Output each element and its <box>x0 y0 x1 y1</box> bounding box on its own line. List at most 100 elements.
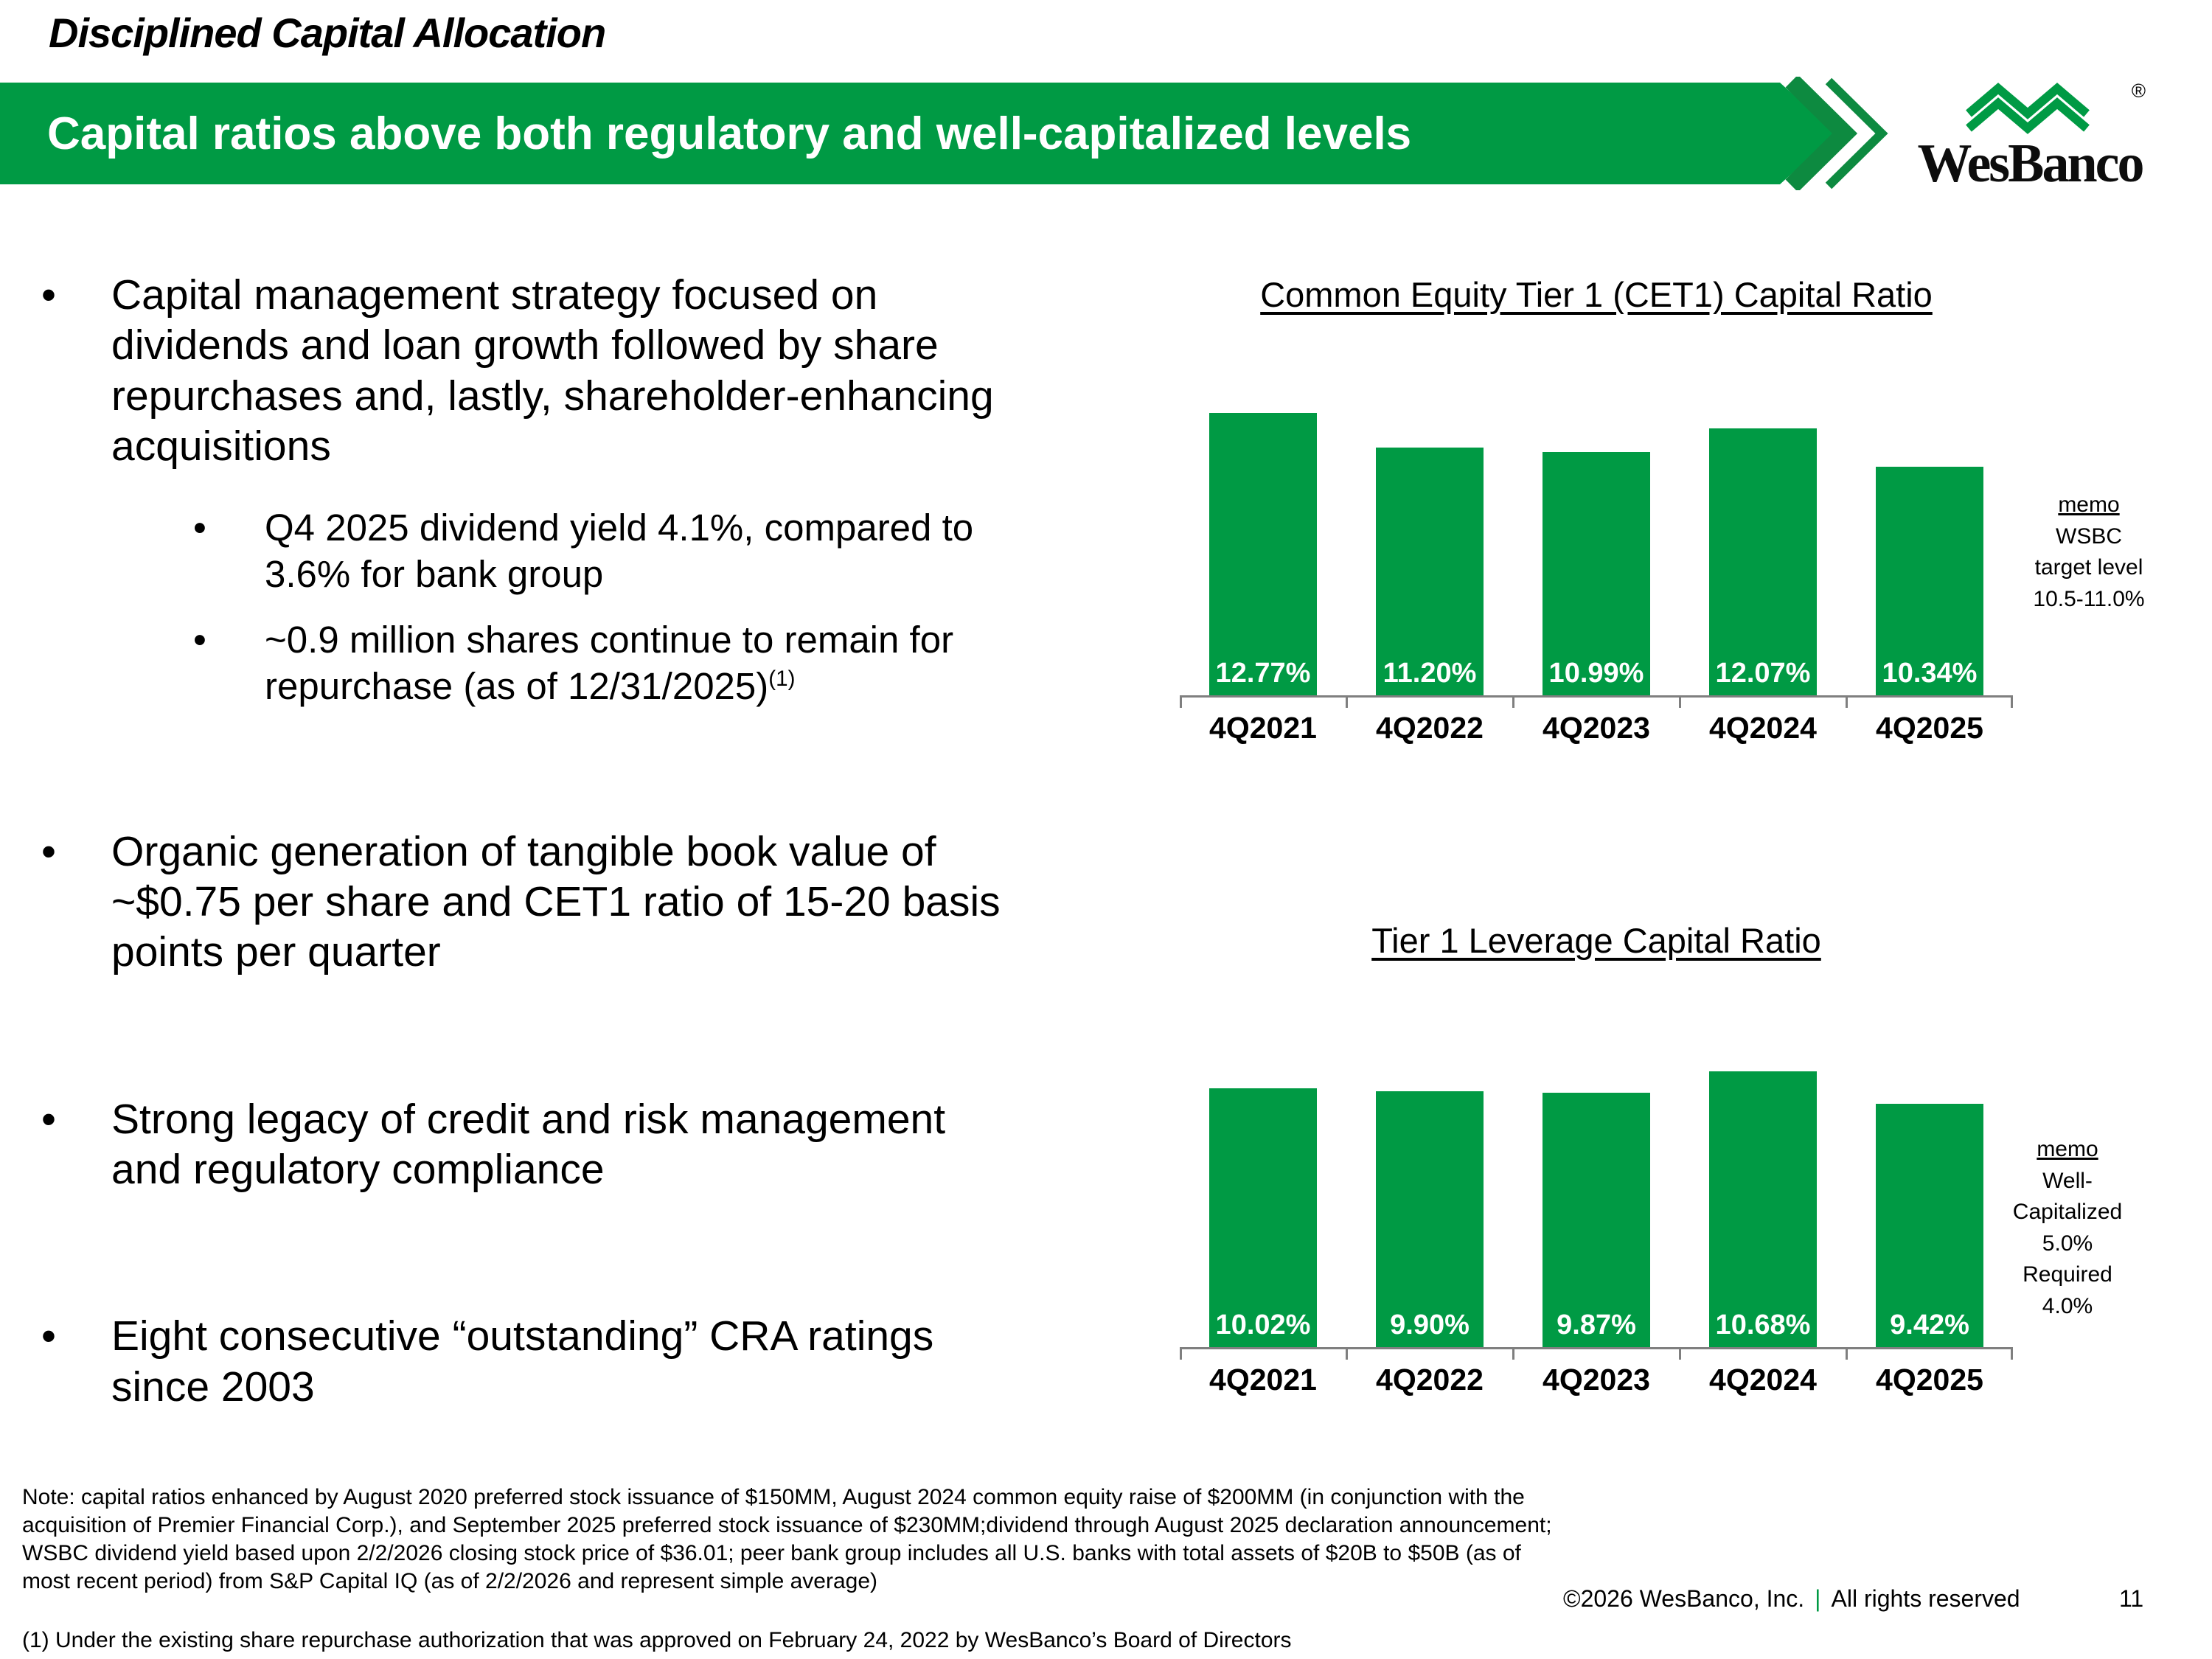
axis-tick <box>1846 1349 1848 1360</box>
page-number: 11 <box>2119 1585 2144 1612</box>
x-axis-ticks <box>1180 698 2013 708</box>
bullet-text: Eight consecutive “outstanding” CRA rati… <box>111 1312 934 1411</box>
sub-bullet-marker: • <box>193 506 206 549</box>
x-axis-labels: 4Q2021 4Q2022 4Q2023 4Q2024 4Q2025 <box>1180 1363 2013 1397</box>
leverage-memo-annotation: memo Well- Capitalized 5.0% Required 4.0% <box>1985 1134 2150 1323</box>
chart-plot-area: 10.02% 9.90% 9.87% 10.68% 9.42% <box>1180 1037 2013 1349</box>
axis-tick <box>1346 698 1348 708</box>
bar-value-label: 10.68% <box>1715 1310 1811 1340</box>
copyright-text: ©2026 WesBanco, Inc. <box>1563 1585 1805 1612</box>
bullet-marker: • <box>41 1312 56 1360</box>
bullet-item: • Strong legacy of credit and risk manage… <box>41 1094 1147 1195</box>
axis-tick <box>1180 698 1182 708</box>
sub-bullet-item: • ~0.9 million shares continue to remain … <box>193 616 1147 709</box>
bullet-item: • Capital management strategy focused on … <box>41 270 1147 472</box>
bar-value-label: 10.02% <box>1215 1310 1311 1340</box>
axis-tick <box>1180 1349 1182 1360</box>
memo-heading: memo <box>2058 493 2120 517</box>
category-label: 4Q2023 <box>1543 711 1650 745</box>
bar-value-label: 12.07% <box>1715 658 1811 689</box>
banner-title: Capital ratios above both regulatory and… <box>47 108 1412 159</box>
bar-value-label: 11.20% <box>1382 658 1477 689</box>
memo-line: Capitalized <box>2012 1200 2123 1225</box>
slide-kicker: Disciplined Capital Allocation <box>49 10 606 56</box>
tier1-leverage-ratio-chart: Tier 1 Leverage Capital Ratio 10.02% 9.90… <box>1180 920 2013 1397</box>
bar: 9.87% <box>1543 1093 1650 1347</box>
bar-slot: 9.90% <box>1346 1091 1513 1347</box>
axis-tick <box>1679 698 1681 708</box>
bar: 10.68% <box>1709 1071 1817 1347</box>
bar-value-label: 10.34% <box>1882 658 1978 689</box>
sub-bullet-item: • Q4 2025 dividend yield 4.1%, compared t… <box>193 504 1147 597</box>
rights-text: All rights reserved <box>1831 1585 2020 1612</box>
bar-slot: 9.87% <box>1513 1093 1680 1347</box>
bar-slot: 12.07% <box>1680 428 1846 695</box>
bar-value-label: 9.90% <box>1390 1310 1470 1340</box>
axis-tick <box>2011 1349 2013 1360</box>
bar: 10.34% <box>1876 467 1983 695</box>
sub-bullet-marker: • <box>193 619 206 661</box>
category-label: 4Q2021 <box>1209 1363 1317 1397</box>
bar-slot: 9.42% <box>1846 1104 2013 1347</box>
axis-tick <box>1512 1349 1514 1360</box>
axis-tick <box>1512 698 1514 708</box>
axis-tick <box>2011 698 2013 708</box>
category-label: 4Q2022 <box>1376 711 1484 745</box>
memo-line: 5.0% <box>2042 1231 2093 1256</box>
chart-title: Tier 1 Leverage Capital Ratio <box>1371 921 1821 960</box>
bullet-text: Strong legacy of credit and risk managem… <box>111 1095 946 1194</box>
banner-chevron-icon <box>1785 77 1888 190</box>
memo-line: 10.5-11.0% <box>2033 586 2145 611</box>
wesbanco-wordmark: WesBanco <box>1917 133 2145 194</box>
bar: 12.07% <box>1709 428 1817 695</box>
bar: 9.90% <box>1376 1091 1484 1347</box>
bullet-text: Organic generation of tangible book valu… <box>111 827 1001 976</box>
category-label: 4Q2021 <box>1209 711 1317 745</box>
cet1-capital-ratio-chart: Common Equity Tier 1 (CET1) Capital Rati… <box>1180 274 2013 745</box>
bar: 12.77% <box>1209 413 1317 695</box>
bar: 11.20% <box>1376 448 1484 695</box>
x-axis-labels: 4Q2021 4Q2022 4Q2023 4Q2024 4Q2025 <box>1180 711 2013 745</box>
bar-slot: 10.34% <box>1846 467 2013 695</box>
wesbanco-logo: ® WesBanco <box>1893 80 2166 195</box>
axis-tick <box>1346 1349 1348 1360</box>
bar: 10.99% <box>1543 452 1650 695</box>
bar-value-label: 9.42% <box>1890 1310 1969 1340</box>
axis-tick <box>1679 1349 1681 1360</box>
memo-line: target level <box>2034 555 2143 580</box>
bar-slot: 10.02% <box>1180 1088 1346 1347</box>
bar: 9.42% <box>1876 1104 1983 1347</box>
bar-slot: 10.99% <box>1513 452 1680 695</box>
category-label: 4Q2025 <box>1876 711 1983 745</box>
bar-slot: 11.20% <box>1346 448 1513 695</box>
bullet-marker: • <box>41 1095 56 1143</box>
bar-value-label: 10.99% <box>1548 658 1644 689</box>
cet1-memo-annotation: memo WSBC target level 10.5-11.0% <box>2010 490 2168 615</box>
bullet-item: • Organic generation of tangible book val… <box>41 827 1147 978</box>
chart-title: Common Equity Tier 1 (CET1) Capital Rati… <box>1260 275 1933 314</box>
copyright-separator: | <box>1815 1585 1821 1612</box>
category-label: 4Q2024 <box>1709 1363 1817 1397</box>
bar-value-label: 12.77% <box>1215 658 1311 689</box>
registered-trademark: ® <box>2131 80 2146 102</box>
category-label: 4Q2023 <box>1543 1363 1650 1397</box>
chart-plot-area: 12.77% 11.20% 10.99% 12.07% 10.34% <box>1180 386 2013 698</box>
wesbanco-zigzag-icon <box>1966 83 2090 134</box>
bullet-marker: • <box>41 271 56 319</box>
category-label: 4Q2024 <box>1709 711 1817 745</box>
footnote-note: Note: capital ratios enhanced by August … <box>22 1485 1552 1594</box>
bar-slot: 12.77% <box>1180 413 1346 695</box>
bullet-marker: • <box>41 827 56 875</box>
copyright-line: ©2026 WesBanco, Inc. | All rights reserved <box>1563 1585 2020 1613</box>
category-label: 4Q2025 <box>1876 1363 1983 1397</box>
x-axis-ticks <box>1180 1349 2013 1360</box>
memo-line: Well- <box>2042 1168 2093 1193</box>
category-label: 4Q2022 <box>1376 1363 1484 1397</box>
sub-bullet-text: ~0.9 million shares continue to remain f… <box>265 619 954 708</box>
bullet-text: Capital management strategy focused on d… <box>111 271 994 470</box>
sub-bullet-text: Q4 2025 dividend yield 4.1%, compared to… <box>265 506 974 595</box>
bar: 10.02% <box>1209 1088 1317 1347</box>
footnote-1: (1) Under the existing share repurchase … <box>22 1628 1292 1652</box>
title-banner: Capital ratios above both regulatory and… <box>0 83 1836 184</box>
footnote-marker: (1) <box>768 667 796 692</box>
